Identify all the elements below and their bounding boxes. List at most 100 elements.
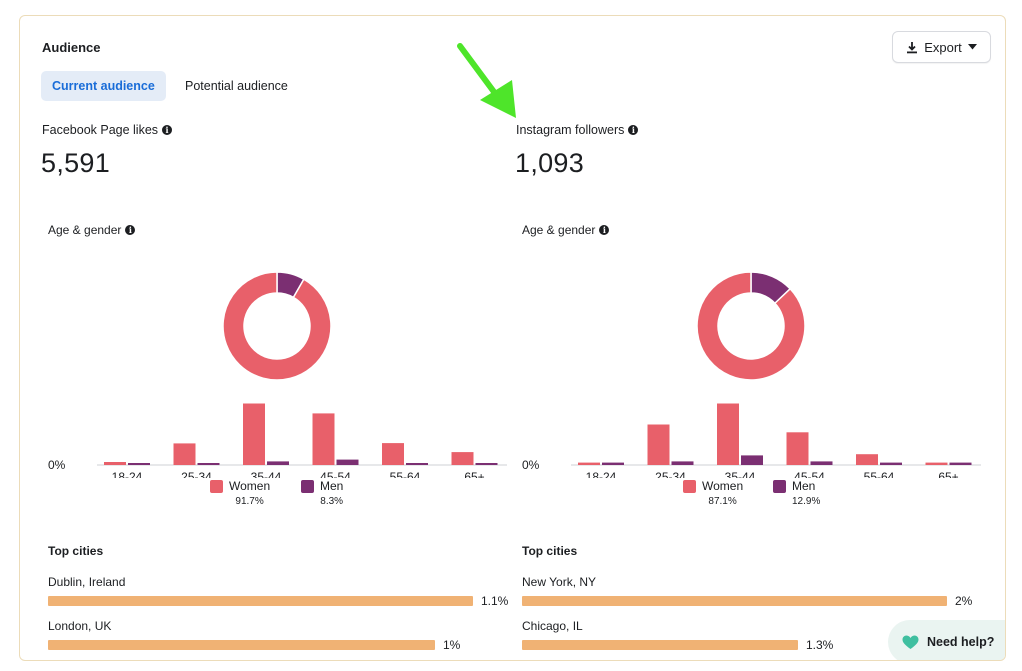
bar-women-18-24[interactable]: [578, 462, 600, 465]
instagram-followers-label: Instagram followers i: [516, 123, 639, 137]
x-tick-label: 55-64: [864, 470, 895, 478]
city-list-right: New York, NY 2% Chicago, IL 1.3%: [522, 575, 972, 652]
age-gender-label-right: Age & gender i: [522, 223, 610, 237]
bar-women-65+[interactable]: [451, 452, 474, 465]
x-tick-label: 25-34: [181, 470, 212, 478]
x-tick-label: 65+: [938, 470, 958, 478]
top-cities-label-left: Top cities: [48, 544, 104, 558]
bar-men-18-24[interactable]: [128, 463, 150, 465]
legend-label: Men: [320, 479, 344, 493]
legend-label: Men: [792, 479, 816, 493]
export-button[interactable]: Export: [892, 31, 991, 63]
bar-women-45-54[interactable]: [312, 413, 335, 465]
age-gender-chart-right: 0% 18-24 25-34 35-44 45-54 55-64 65+: [522, 271, 981, 478]
info-icon[interactable]: i: [162, 125, 173, 135]
legend-pct: 91.7%: [235, 496, 264, 507]
x-tick-label: 18-24: [586, 470, 617, 478]
bar-women-35-44[interactable]: [243, 403, 265, 466]
x-tick-label: 18-24: [112, 470, 143, 478]
city-bar: [48, 640, 435, 650]
x-tick-label: 35-44: [725, 470, 756, 478]
city-pct: 1.3%: [806, 638, 834, 652]
bar-men-25-34[interactable]: [197, 463, 220, 465]
donut-slice-women: [222, 271, 332, 381]
bar-men-18-24[interactable]: [602, 462, 624, 465]
legend-pct: 12.9%: [792, 496, 821, 507]
city-pct: 1%: [443, 638, 461, 652]
city-name: Dublin, Ireland: [48, 575, 126, 589]
men-swatch: [773, 480, 786, 493]
city-name: Chicago, IL: [522, 619, 583, 633]
bar-women-25-34[interactable]: [647, 424, 670, 466]
legend-label: Women: [229, 479, 271, 493]
city-list-left: Dublin, Ireland 1.1% London, UK 1%: [48, 575, 508, 652]
city-bar: [522, 640, 798, 650]
legend-pct: 87.1%: [708, 496, 737, 507]
city-row: 1%: [48, 638, 508, 652]
x-tick-label: 35-44: [251, 470, 282, 478]
info-icon[interactable]: i: [599, 225, 610, 235]
bar-men-45-54[interactable]: [336, 459, 359, 465]
bar-men-35-44[interactable]: [741, 455, 763, 465]
instagram-followers-value: 1,093: [515, 148, 585, 178]
x-tick-label: 65+: [464, 470, 484, 478]
bar-women-65+[interactable]: [925, 462, 948, 465]
heart-icon: [902, 635, 919, 649]
tab-potential-audience[interactable]: Potential audience: [185, 79, 288, 93]
green-arrow-icon: [457, 43, 516, 118]
city-row: 1.1%: [48, 594, 508, 608]
metric-label-text: Facebook Page likes: [42, 123, 159, 137]
bar-women-18-24[interactable]: [104, 462, 126, 465]
age-gender-chart-left: 0% 18-24 25-34 35-44 45-54 55-64 65+: [48, 271, 507, 478]
women-swatch: [683, 480, 696, 493]
audience-card: Audience Export Current audience Potenti…: [19, 15, 1006, 661]
x-tick-label: 45-54: [320, 470, 351, 478]
page-title: Audience: [42, 40, 101, 55]
x-tick-label: 25-34: [655, 470, 686, 478]
city-bar: [48, 596, 473, 606]
city-pct: 1.1%: [481, 594, 509, 608]
city-name: London, UK: [48, 619, 112, 633]
city-row: 2%: [522, 594, 972, 608]
bar-women-25-34[interactable]: [173, 443, 196, 465]
bar-women-55-64[interactable]: [382, 443, 404, 465]
need-help-label: Need help?: [927, 635, 995, 649]
legend-men-left: Men 8.3%: [301, 479, 343, 507]
city-bar: [522, 596, 947, 606]
city-name: New York, NY: [522, 575, 597, 589]
export-label: Export: [924, 39, 962, 55]
bar-men-25-34[interactable]: [671, 461, 694, 465]
legend-women-left: Women 91.7%: [210, 479, 270, 507]
y-zero-label: 0%: [48, 458, 66, 472]
donut-slice-women: [696, 271, 806, 381]
bar-women-55-64[interactable]: [856, 454, 878, 465]
age-gender-label-left: Age & gender i: [48, 223, 136, 237]
legend-label: Women: [702, 479, 744, 493]
bar-men-65+[interactable]: [475, 463, 498, 465]
age-gender-text: Age & gender: [48, 223, 122, 237]
info-icon[interactable]: i: [125, 225, 136, 235]
men-swatch: [301, 480, 314, 493]
facebook-page-likes-value: 5,591: [41, 148, 111, 178]
bar-men-35-44[interactable]: [267, 461, 289, 465]
need-help-button[interactable]: Need help?: [888, 620, 1005, 660]
bar-men-65+[interactable]: [949, 462, 972, 465]
bar-women-45-54[interactable]: [786, 432, 809, 465]
bar-women-35-44[interactable]: [717, 403, 739, 466]
facebook-page-likes-label: Facebook Page likes i: [42, 123, 173, 137]
legend-men-right: Men 12.9%: [773, 479, 820, 507]
top-cities-label-right: Top cities: [522, 544, 578, 558]
bar-men-45-54[interactable]: [810, 461, 833, 465]
bar-men-55-64[interactable]: [880, 462, 902, 465]
legend-pct: 8.3%: [320, 496, 344, 507]
metric-label-text: Instagram followers: [516, 123, 625, 137]
tab-current-audience[interactable]: Current audience: [41, 71, 166, 101]
y-zero-label: 0%: [522, 458, 540, 472]
bar-men-55-64[interactable]: [406, 463, 428, 465]
city-row: 1.3%: [522, 638, 972, 652]
caret-down-icon: [967, 44, 977, 50]
x-tick-label: 55-64: [390, 470, 421, 478]
city-pct: 2%: [955, 594, 973, 608]
women-swatch: [210, 480, 223, 493]
info-icon[interactable]: i: [628, 125, 639, 135]
